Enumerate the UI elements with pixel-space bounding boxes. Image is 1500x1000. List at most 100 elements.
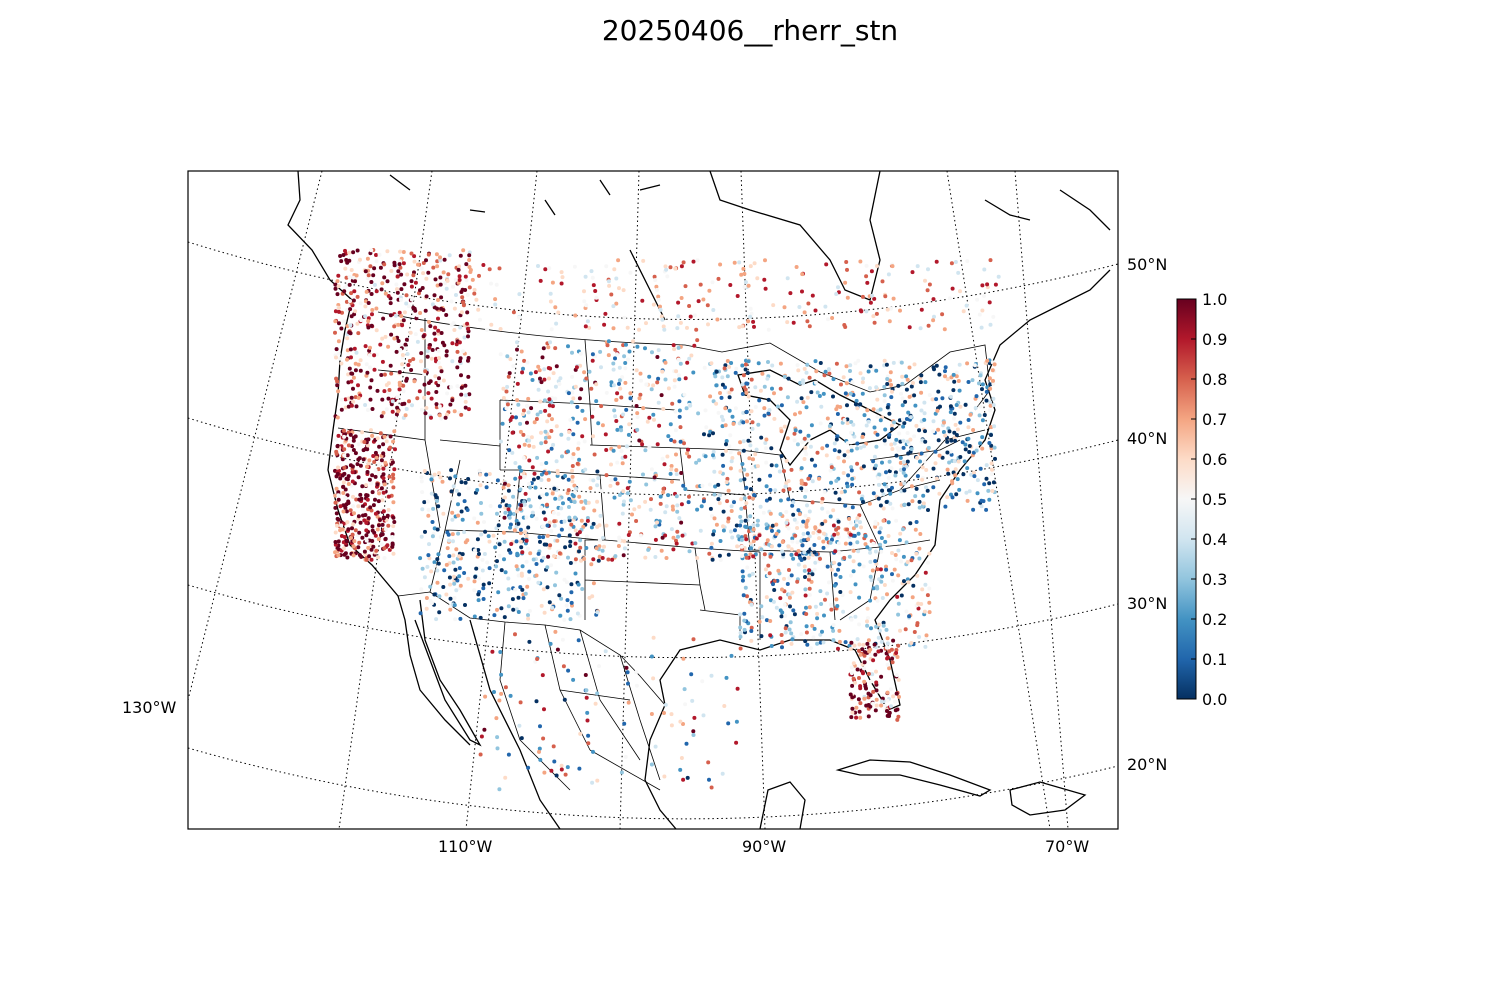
station-point (333, 286, 338, 291)
station-point (400, 353, 405, 357)
station-point (653, 524, 658, 529)
station-point (954, 492, 959, 497)
station-point (467, 253, 472, 258)
station-point (712, 469, 717, 474)
station-point (653, 537, 658, 542)
station-point (789, 552, 794, 557)
station-point (336, 465, 340, 470)
station-point (356, 514, 361, 519)
station-point (631, 339, 635, 344)
station-point (578, 363, 583, 368)
station-point (465, 538, 470, 543)
station-point (810, 546, 815, 551)
station-point (353, 309, 358, 314)
station-point (936, 438, 941, 443)
station-point (615, 460, 620, 465)
yucatan (759, 781, 806, 829)
station-point (842, 489, 847, 494)
station-point (877, 482, 881, 487)
station-point (980, 382, 985, 387)
station-point (894, 557, 899, 562)
station-point (894, 673, 899, 678)
station-point (444, 286, 449, 291)
station-point (684, 741, 689, 746)
station-point (538, 278, 543, 283)
station-point (437, 404, 442, 409)
station-point (778, 386, 783, 391)
station-point (553, 396, 558, 401)
station-point (900, 374, 905, 379)
station-point (530, 465, 535, 470)
parallel-20n (188, 747, 1118, 820)
station-point (504, 389, 509, 394)
station-point (818, 421, 823, 426)
station-point (391, 472, 396, 477)
station-point (979, 325, 984, 330)
station-point (906, 410, 911, 415)
station-point (559, 270, 564, 275)
station-point (386, 396, 391, 401)
station-point (675, 326, 680, 331)
station-point (861, 464, 866, 469)
station-point (865, 623, 870, 628)
station-point (868, 652, 873, 657)
station-point (858, 715, 863, 720)
station-point (657, 423, 662, 428)
station-point (882, 384, 887, 389)
station-point (884, 362, 889, 367)
colorbar-tick-label: 0.0 (1202, 690, 1227, 709)
station-point (714, 369, 719, 374)
station-point (390, 542, 395, 547)
station-point (742, 627, 747, 632)
station-point (600, 548, 605, 553)
station-point (948, 410, 953, 415)
station-point (984, 389, 989, 394)
station-point (666, 434, 671, 439)
station-point (379, 458, 384, 463)
station-point (984, 398, 989, 403)
station-point (802, 366, 807, 371)
station-point (986, 488, 991, 493)
station-point (837, 639, 842, 644)
station-point (615, 427, 620, 432)
station-point (651, 412, 656, 417)
station-point (848, 541, 853, 546)
station-point (339, 361, 344, 366)
station-point (431, 265, 436, 270)
station-point (435, 527, 440, 532)
station-point (722, 704, 727, 708)
station-point (346, 443, 351, 448)
station-point (951, 388, 956, 393)
station-point (950, 481, 955, 486)
station-point (825, 416, 830, 421)
station-point (609, 380, 614, 385)
station-point (672, 439, 677, 444)
station-point (803, 575, 807, 579)
station-point (771, 303, 776, 308)
station-point (778, 596, 783, 601)
station-point (823, 304, 828, 309)
station-point (785, 582, 790, 586)
station-point (612, 267, 617, 272)
station-point (481, 597, 486, 601)
station-point (407, 358, 412, 363)
station-point (595, 524, 600, 529)
station-point (536, 475, 541, 480)
station-point (344, 509, 349, 514)
station-point (887, 649, 892, 654)
station-point (793, 412, 797, 417)
station-point (805, 362, 810, 367)
station-point (466, 477, 471, 481)
station-point (381, 316, 386, 321)
station-point (552, 486, 557, 491)
station-point (635, 415, 640, 420)
station-point (721, 509, 726, 514)
station-point (899, 360, 904, 365)
station-point (778, 512, 783, 517)
station-point (912, 362, 917, 367)
station-point (545, 565, 550, 570)
station-point (829, 602, 834, 607)
station-point (371, 273, 376, 278)
station-point (849, 444, 854, 449)
station-point (757, 398, 762, 403)
